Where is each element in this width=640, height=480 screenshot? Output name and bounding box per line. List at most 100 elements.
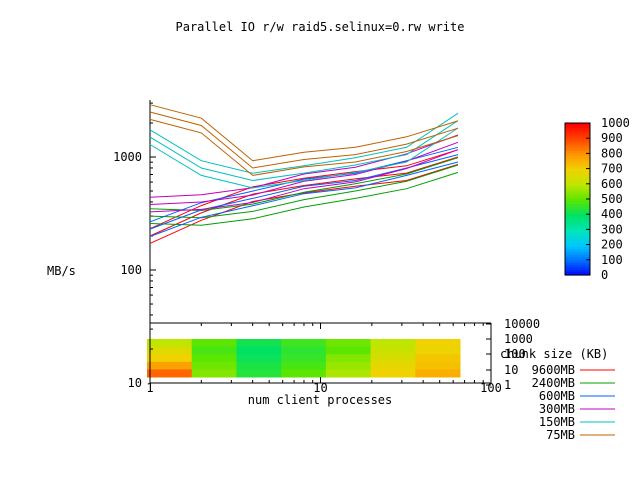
colorbar-tick-label: 0 [601,268,608,282]
colorbar-segment [565,153,590,157]
legend-label: 9600MB [532,363,575,377]
y-tick-label: 1000 [113,150,142,164]
series-lines [149,104,459,244]
heatmap-cell [191,346,237,355]
colorbar-segment [565,133,590,137]
colorbar-segment [565,214,590,218]
x-tick-label: 10 [313,381,327,395]
colorbar-segment [565,262,590,266]
colorbar-segment [565,226,590,230]
heatmap-cell [370,346,416,355]
colorbar-segment [565,173,590,177]
heatmap-cell [147,354,193,363]
y-tick-label: 10 [128,376,142,390]
x-tick-label: 100 [480,381,502,395]
colorbar-segment [565,221,590,225]
heatmap-cell [236,361,282,370]
heatmap-cell [147,361,193,370]
series-line [149,149,459,213]
colorbar-segment [565,247,590,251]
heatmap-cell [191,354,237,363]
heatmap-cell [415,369,461,378]
heatmap [147,339,461,378]
legend-label: 600MB [539,389,575,403]
colorbar-segment [565,163,590,167]
colorbar-segment [565,249,590,253]
series-line [149,161,459,237]
colorbar-segment [565,252,590,256]
heatmap-cell [191,361,237,370]
series-line [149,141,459,205]
series-line [149,157,459,212]
colorbar-segment [565,181,590,185]
colorbar-segment [565,125,590,129]
series-line [149,127,459,189]
colorbar-segment [565,145,590,149]
heatmap-cell [370,354,416,363]
heatmap-cell [370,361,416,370]
colorbar-segment [565,176,590,180]
colorbar-segment [565,237,590,241]
colorbar-segment [565,183,590,187]
heatmap-cell [191,369,237,378]
heatmap-cell [236,346,282,355]
y2-tick-label: 1 [504,378,511,392]
colorbar-segment [565,239,590,243]
colorbar-tick-label: 100 [601,253,623,267]
x-tick-label: 1 [146,381,153,395]
colorbar-segment [565,229,590,233]
colorbar-segment [565,244,590,248]
colorbar-segment [565,216,590,220]
colorbar-segment [565,168,590,172]
heatmap-cell [147,346,193,355]
series-line [149,171,459,226]
colorbar-segment [565,138,590,142]
heatmap-cell [415,354,461,363]
series-line [149,149,459,230]
heatmap-cell [370,339,416,348]
series-line [149,163,459,244]
colorbar-segment [565,130,590,134]
legend-label: 2400MB [532,376,575,390]
colorbar-segment [565,269,590,274]
colorbar-segment [565,204,590,208]
colorbar-segment [565,186,590,190]
legend-label: 150MB [539,415,575,429]
colorbar-segment [565,267,590,271]
heatmap-cell [370,369,416,378]
series-line [149,120,459,182]
colorbar-segment [565,259,590,263]
colorbar-tick-label: 600 [601,177,623,191]
heatmap-cell [236,369,282,378]
colorbar-segment [565,206,590,210]
heatmap-cell [325,369,372,378]
colorbar-tick-label: 400 [601,207,623,221]
colorbar-tick-label: 900 [601,131,623,145]
heatmap-cell [147,369,193,378]
y2-tick-label: 1000 [504,332,533,346]
colorbar-segment [565,234,590,238]
x-axis-label: num client processes [248,393,393,407]
colorbar-segment [565,209,590,213]
heatmap-cell [281,354,327,363]
series-line [149,118,459,176]
heatmap-cell [325,346,372,355]
colorbar-tick-label: 500 [601,192,623,206]
colorbar-segment [565,201,590,205]
colorbar-segment [565,211,590,215]
colorbar-segment [565,242,590,246]
colorbar-segment [565,150,590,154]
colorbar-tick-label: 200 [601,238,623,252]
colorbar-tick-label: 300 [601,222,623,236]
y-axis-label: MB/s [47,264,76,278]
heatmap-cell [281,339,327,348]
chart-title: Parallel IO r/w raid5.selinux=0.rw write [176,20,465,34]
colorbar-segment [565,254,590,258]
colorbar-segment [565,166,590,170]
colorbar-segment [565,135,590,139]
colorbar-segment [565,272,590,276]
heatmap-cell [415,339,461,348]
